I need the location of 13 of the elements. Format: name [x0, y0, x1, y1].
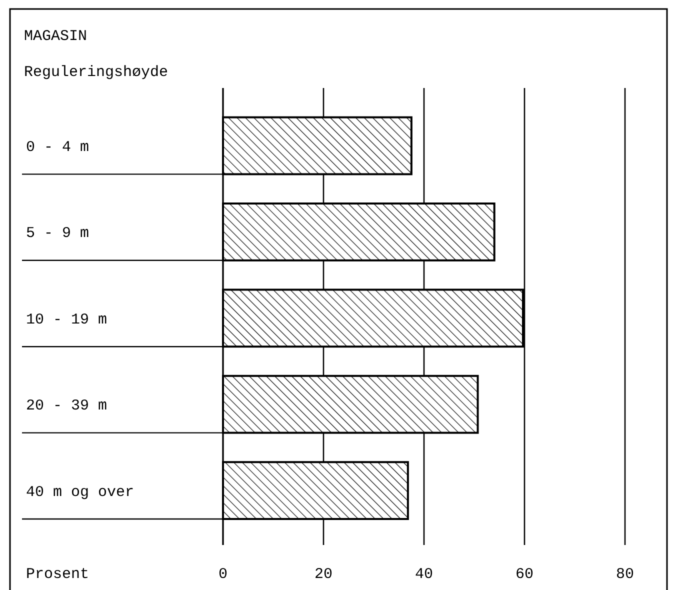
x-tick-label: 0 — [218, 566, 228, 583]
x-axis-title: Prosent — [26, 566, 90, 583]
x-tick-label: 60 — [515, 566, 534, 583]
y-tick-label: 20 - 39 m — [26, 398, 108, 415]
text: MAGASIN — [24, 28, 88, 45]
y-tick-label: 0 - 4 m — [26, 139, 90, 156]
y-axis-title: Reguleringshøyde — [24, 64, 168, 81]
y-tick-label: 40 m og over — [26, 484, 134, 501]
x-tick-label: 40 — [414, 566, 434, 583]
y-tick-label: 10 - 19 m — [26, 311, 108, 328]
y-tick-label: 5 - 9 m — [26, 225, 90, 242]
x-tick-label: 80 — [616, 566, 634, 583]
x-tick-label: 20 — [314, 566, 333, 583]
